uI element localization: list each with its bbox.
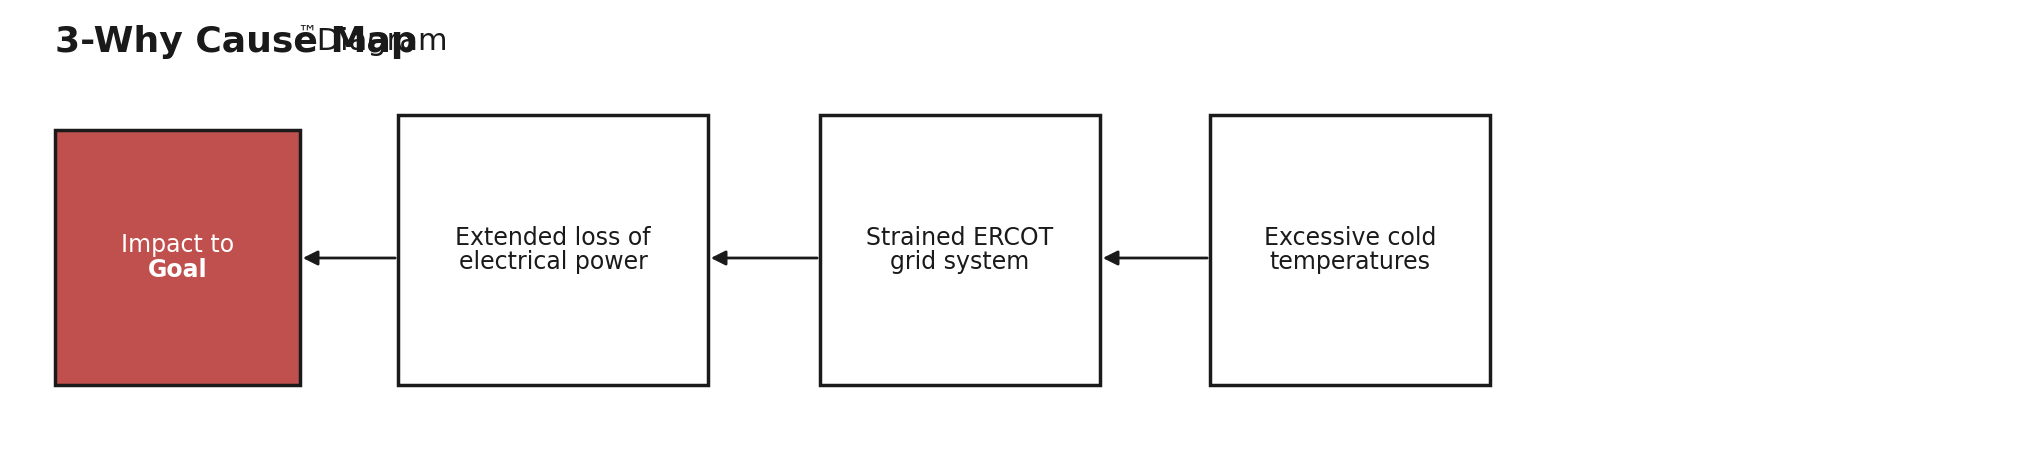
Text: Goal: Goal [147, 258, 206, 282]
Text: grid system: grid system [891, 250, 1030, 274]
Text: 3-Why Cause Map: 3-Why Cause Map [55, 25, 417, 59]
Text: Impact to: Impact to [121, 234, 235, 257]
Text: Excessive cold: Excessive cold [1263, 226, 1437, 250]
Text: Diagram: Diagram [307, 27, 448, 57]
Bar [820, 115, 1100, 385]
Text: ™: ™ [296, 23, 317, 42]
Text: Strained ERCOT: Strained ERCOT [867, 226, 1053, 250]
Bar [1210, 115, 1490, 385]
Text: electrical power: electrical power [458, 250, 648, 274]
Text: temperatures: temperatures [1269, 250, 1431, 274]
Bar [55, 130, 300, 385]
Bar [399, 115, 707, 385]
Text: Extended loss of: Extended loss of [456, 226, 650, 250]
